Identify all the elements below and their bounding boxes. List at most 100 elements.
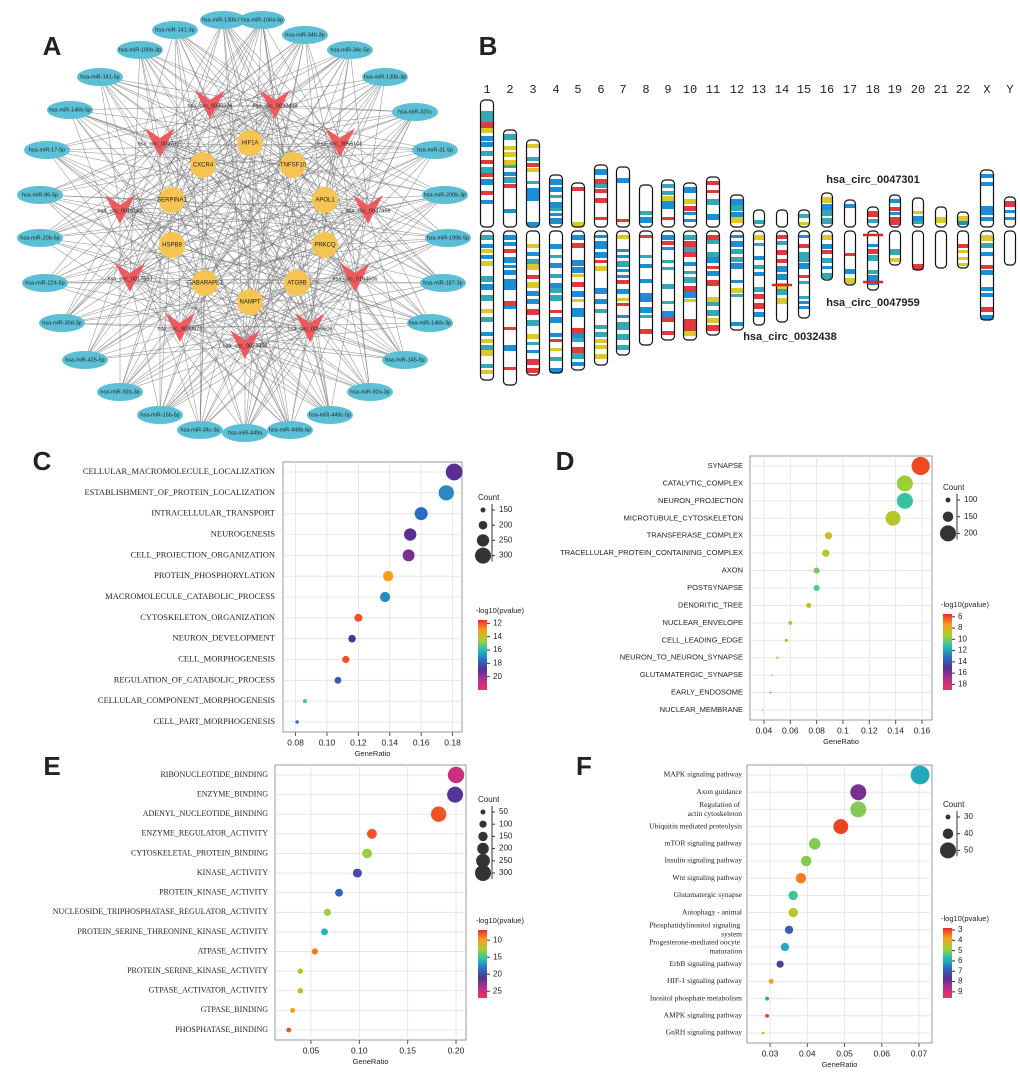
- size-legend-dot: [940, 525, 956, 542]
- network-edge: [292, 164, 331, 416]
- chromosome-band: [730, 280, 744, 283]
- chromosome-band: [821, 218, 833, 224]
- dot: [896, 475, 913, 492]
- chromosome-band: [730, 294, 744, 297]
- colorbar-label: 8: [958, 977, 963, 986]
- chromosome-band: [549, 255, 563, 258]
- gene-label: TNFSF10: [280, 163, 307, 169]
- chromosome-band: [503, 235, 517, 240]
- chromosome-band: [616, 322, 630, 327]
- chromosome-band: [571, 362, 585, 366]
- mirna-label: hsa-miR-106b-3p: [119, 47, 162, 53]
- chromosome-band: [571, 267, 585, 273]
- gene-label: NAMPT: [240, 300, 261, 306]
- chromosome-band: [706, 318, 720, 323]
- colorbar-label: 3: [958, 925, 963, 934]
- network-edge: [174, 29, 369, 211]
- chromosome-arm: [593, 230, 609, 366]
- chromosome-outline: [956, 211, 970, 228]
- mirna-node: [327, 41, 373, 59]
- network-edge: [139, 49, 161, 144]
- chromosome-arm: [934, 206, 948, 228]
- chromosome-arm: [979, 230, 995, 321]
- size-legend-dot: [942, 828, 954, 839]
- category-label: NUCLEAR_MEMBRANE: [660, 705, 743, 714]
- mirna-node: [22, 274, 68, 292]
- gene-label: SERPINA1: [157, 198, 187, 204]
- network-edge: [171, 244, 246, 434]
- network-edge: [84, 344, 246, 361]
- x-tick-label: 0.14: [381, 737, 398, 747]
- chromosome-band: [616, 289, 630, 294]
- chromosome-band: [798, 296, 810, 299]
- network-edge: [174, 29, 181, 329]
- category-label: REGULATION_OF_CATABOLIC_PROCESS: [114, 674, 276, 684]
- chromosome-band: [706, 257, 720, 263]
- chromosome-band: [661, 260, 675, 263]
- chromosome-band: [503, 134, 517, 140]
- network-edge: [119, 19, 263, 211]
- network-edge: [139, 49, 276, 106]
- chromosome-band: [935, 217, 947, 223]
- network-edge: [119, 209, 444, 284]
- network-edge: [199, 199, 326, 431]
- dot: [445, 463, 463, 481]
- circrna-node: [260, 90, 290, 119]
- dot: [808, 838, 821, 850]
- category-label: Insulin signaling pathway: [665, 856, 743, 865]
- chromosome-arm: [866, 230, 880, 291]
- size-legend-dot: [478, 831, 488, 842]
- network-edge: [99, 76, 173, 201]
- category-label: CATALYTIC_COMPLEX: [663, 478, 743, 487]
- chromosome-label: 7: [619, 83, 626, 97]
- dot: [295, 720, 299, 724]
- network-edge: [296, 194, 446, 284]
- chromosome-outline: [775, 230, 789, 323]
- chromosome-band: [526, 157, 540, 161]
- colorbar-label: 6: [958, 612, 963, 621]
- network-edge: [174, 29, 206, 284]
- chromosome-band: [844, 278, 856, 284]
- chromosome-outline: [548, 174, 564, 228]
- mirna-node: [62, 351, 108, 369]
- network-edge: [39, 194, 356, 279]
- chromosome-band: [683, 247, 697, 252]
- category-label: GLUTAMATERGIC_SYNAPSE: [640, 670, 743, 679]
- network-edge: [222, 19, 246, 346]
- network-edge: [119, 327, 311, 393]
- chromosome-band: [594, 198, 608, 203]
- mirna-label: hsa-miR-449b-5p: [269, 427, 312, 433]
- mirna-node: [407, 314, 453, 332]
- chromosome-label: Y: [1006, 83, 1013, 97]
- mirna-label: hsa-miR-224-5p: [25, 280, 64, 286]
- colorbar: [943, 928, 952, 998]
- category-label: NUCLEOSIDE_TRIPHOSPHATASE_REGULATOR_ACTI…: [53, 907, 268, 916]
- category-label: HIF-1 signaling pathway: [667, 976, 742, 985]
- dot: [311, 948, 319, 955]
- chromosome-band: [526, 252, 540, 256]
- chromosome-arm: [1003, 230, 1017, 266]
- network-edge: [339, 142, 449, 239]
- colorbar-label: 10: [958, 634, 967, 643]
- size-legend-dot: [476, 534, 490, 547]
- chromosome-arm: [775, 230, 789, 323]
- chromosome-band: [980, 182, 994, 186]
- chromosome-band: [549, 263, 563, 268]
- chromosome-band: [594, 235, 608, 238]
- chromosome-band: [616, 327, 630, 330]
- network-edge: [129, 149, 436, 279]
- size-legend-title: Count: [478, 493, 500, 502]
- chromosome-outline: [797, 209, 811, 228]
- chromosome-band: [616, 219, 630, 222]
- chromosome-band: [980, 243, 994, 248]
- mirna-node: [267, 421, 313, 439]
- gene-node: [237, 130, 263, 156]
- dot: [342, 655, 350, 664]
- chromosome-band: [549, 202, 563, 208]
- mirna-label: hsa-miR-20b-5p: [20, 235, 59, 241]
- category-label: ENZYME_REGULATOR_ACTIVITY: [141, 829, 268, 838]
- chromosome-label: 10: [683, 83, 697, 97]
- network-edge: [296, 282, 431, 324]
- chromosome-band: [798, 275, 810, 278]
- colorbar-label: 25: [493, 986, 502, 995]
